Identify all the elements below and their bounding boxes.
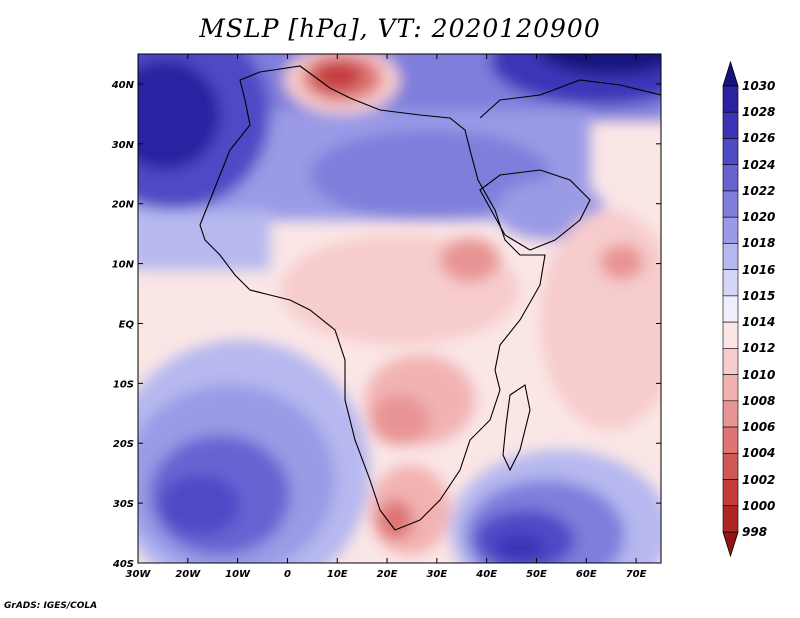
lon-tick-label: 20E xyxy=(377,569,398,580)
colorbar-label: 1004 xyxy=(742,446,776,461)
colorbar-segment xyxy=(722,243,739,270)
lon-tick-label: 30E xyxy=(426,569,447,580)
colorbar-segment xyxy=(722,85,739,113)
lon-tick-label: 50E xyxy=(526,569,547,580)
colorbar xyxy=(722,60,739,558)
lat-tick-label: 10N xyxy=(112,260,135,271)
colorbar-label: 1002 xyxy=(742,472,776,487)
credit-text: GrADS: IGES/COLA xyxy=(4,601,98,611)
lon-tick-label: 20W xyxy=(175,569,201,580)
lat-tick-label: 20S xyxy=(113,439,134,450)
colorbar-label: 1022 xyxy=(742,183,776,198)
lat-tick-label: 10S xyxy=(113,379,134,390)
colorbar-label: 1008 xyxy=(742,393,776,408)
colorbar-segment xyxy=(722,400,739,428)
lon-tick-label: 70E xyxy=(626,569,647,580)
colorbar-segment xyxy=(722,216,739,244)
lat-tick-label: 40N xyxy=(111,80,135,91)
colorbar-label: 1024 xyxy=(742,157,776,172)
colorbar-label: 1028 xyxy=(742,105,776,120)
lat-tick-label: 40S xyxy=(112,559,134,570)
lat-tick-label: 30N xyxy=(112,140,135,151)
map-title: MSLP [hPa], VT: 2020120900 xyxy=(199,14,601,43)
colorbar-label: 1000 xyxy=(742,498,776,513)
triangle-down-icon xyxy=(722,531,739,558)
colorbar-segment xyxy=(722,164,739,192)
colorbar-segment xyxy=(722,374,739,402)
colorbar-label: 1015 xyxy=(742,288,776,303)
colorbar-label: 1026 xyxy=(742,131,776,146)
lon-tick-label: 10W xyxy=(225,569,251,580)
lon-tick-label: 10E xyxy=(327,569,348,580)
colorbar-label: 1016 xyxy=(742,262,776,277)
colorbar-segment xyxy=(722,269,739,297)
lat-tick-label: 30S xyxy=(113,499,134,510)
colorbar-segment xyxy=(722,190,739,218)
lon-tick-label: 0 xyxy=(284,569,291,580)
colorbar-label: 1018 xyxy=(742,236,776,251)
colorbar-segment xyxy=(722,505,739,533)
colorbar-segment xyxy=(722,426,739,454)
colorbar-label: 1020 xyxy=(742,210,776,225)
coastlines xyxy=(199,65,661,531)
lon-tick-label: 60E xyxy=(576,569,597,580)
plot-frame xyxy=(137,53,662,564)
lon-tick-label: 30W xyxy=(126,569,152,580)
colorbar-label: 1006 xyxy=(742,420,776,435)
colorbar-segment xyxy=(722,348,739,375)
colorbar-segment xyxy=(722,479,739,507)
lat-tick-label: 20N xyxy=(112,200,135,211)
colorbar-segment xyxy=(722,138,739,166)
colorbar-label: 1010 xyxy=(742,367,776,382)
colorbar-segment xyxy=(722,321,739,349)
colorbar-segment xyxy=(722,452,739,480)
colorbar-label: 1012 xyxy=(742,341,776,356)
colorbar-segment xyxy=(722,295,739,323)
colorbar-label: 998 xyxy=(742,525,768,539)
colorbar-label: 1014 xyxy=(742,315,776,330)
colorbar-label: 1030 xyxy=(742,79,776,93)
lon-tick-label: 40E xyxy=(475,569,497,580)
colorbar-segment xyxy=(722,111,739,139)
pressure-field xyxy=(138,54,661,563)
triangle-up-icon xyxy=(722,60,739,87)
lat-tick-label: EQ xyxy=(119,319,135,330)
